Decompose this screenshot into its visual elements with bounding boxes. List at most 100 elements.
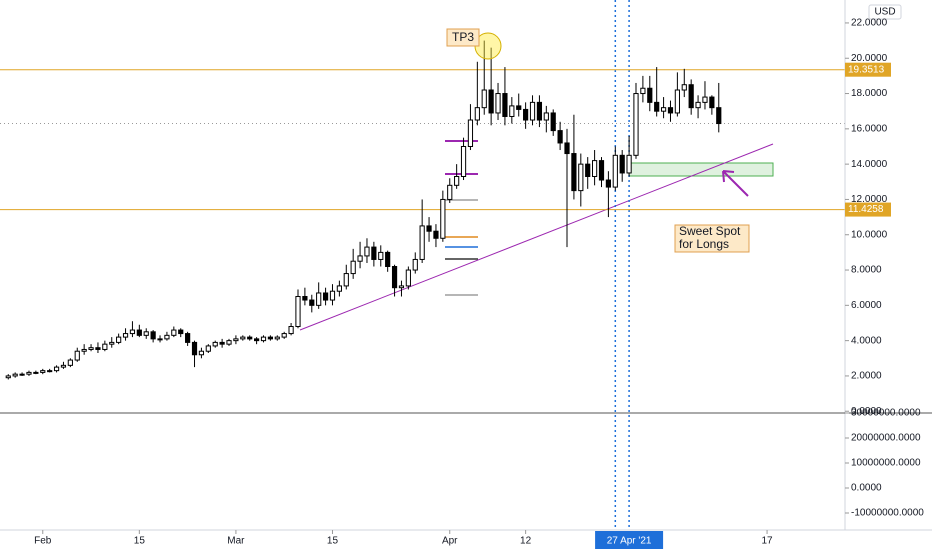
price-label: 19.3513 [848,64,885,75]
candle-body [419,225,425,260]
x-tick-label: 17 [761,536,773,547]
candle-body [405,269,411,287]
x-tick-label: Mar [227,536,245,547]
candle-body [67,359,73,366]
currency-box [868,4,902,20]
candle-body [116,336,122,343]
annotation: Sweet Spot [679,224,741,238]
candle-body [157,338,163,341]
candle-body [467,119,474,147]
candle-body [336,285,342,292]
candle-body [454,175,460,186]
marks [0,0,845,530]
candle-body [191,341,198,356]
y-tick-label: 22.0000 [851,18,888,29]
candle-body [391,266,398,289]
cursor-label-bg [595,531,664,549]
candle-body [322,292,329,301]
candle-body [143,331,149,336]
candle-body [460,145,467,177]
candle-body [647,87,653,103]
x-tick-label: Apr [442,536,458,547]
candle-body [205,345,211,352]
candle-body [674,89,680,114]
y-tick-label: 2.0000 [851,371,882,382]
candle-body [47,370,53,373]
candle-body [26,371,32,375]
candle-body [633,93,639,156]
label-box [446,28,480,47]
zone [628,162,774,177]
candle-body [564,142,570,155]
candle-body [529,101,536,121]
candle-body [88,347,94,350]
x-tick-label: 15 [134,536,146,547]
candle-body [398,285,405,289]
candle-body [550,112,556,132]
y-tick-label: 20.0000 [851,53,888,64]
candle-body [164,334,170,340]
cursor-label: 27 Apr '21 [607,536,652,547]
candle-body [357,255,363,262]
candle-body [343,273,349,287]
label-box [674,224,750,253]
y-tick-label: 0.0000 [851,483,882,494]
candle-body [509,105,515,117]
candle-body [60,364,67,368]
candle-body [709,96,715,109]
candle-body [688,84,694,109]
candle-body [695,101,701,109]
candle-body [19,373,25,376]
candle-body [178,329,184,335]
candle-body [516,105,522,110]
candle-body [171,329,177,336]
candle-body [605,179,611,188]
y-tick-label: 20000000.0000 [851,433,921,444]
candle-body [447,184,453,200]
candle-body [33,371,39,374]
candle-body [523,108,529,121]
candle-body [536,101,543,121]
candle-body [488,89,494,114]
candle-body [612,154,618,188]
candle-body [502,93,508,117]
candle-body [371,246,377,260]
trendline [299,143,774,331]
candle-body [254,338,260,342]
candle-body [619,154,625,174]
y-tick-label: 0.0000 [851,406,882,417]
candle-body [122,333,129,338]
candle-body [247,336,253,340]
candle-body [95,347,101,350]
candle-body [571,153,577,192]
candle-body [316,292,322,306]
candle-body [350,260,356,275]
candle-body [385,251,391,268]
annotation: for Longs [679,237,729,251]
candle-body [81,348,87,352]
candle-body [212,341,218,347]
candle-body [426,225,432,232]
candle-body [240,336,246,340]
y-tick-label: 12.0000 [851,194,888,205]
candle-body [660,107,667,112]
candle-body [640,87,646,95]
candle-body [440,198,446,239]
y-tick-label: 6.0000 [851,300,882,311]
candle-body [74,350,80,361]
x-tick-label: 12 [520,536,532,547]
y-tick-label: 18.0000 [851,88,888,99]
candle-body [129,329,136,335]
candle-body [481,89,487,109]
candle-body [716,107,722,125]
annotations: TP3 Sweet Spot for Longs [446,28,750,253]
candle-body [667,107,674,114]
y-tick-label: 10.0000 [851,229,888,240]
candle-body [5,375,11,379]
price-label-bg [845,62,891,77]
y-tick-label: 14.0000 [851,159,888,170]
candle-body [302,296,308,301]
price-label-bg [845,202,891,217]
